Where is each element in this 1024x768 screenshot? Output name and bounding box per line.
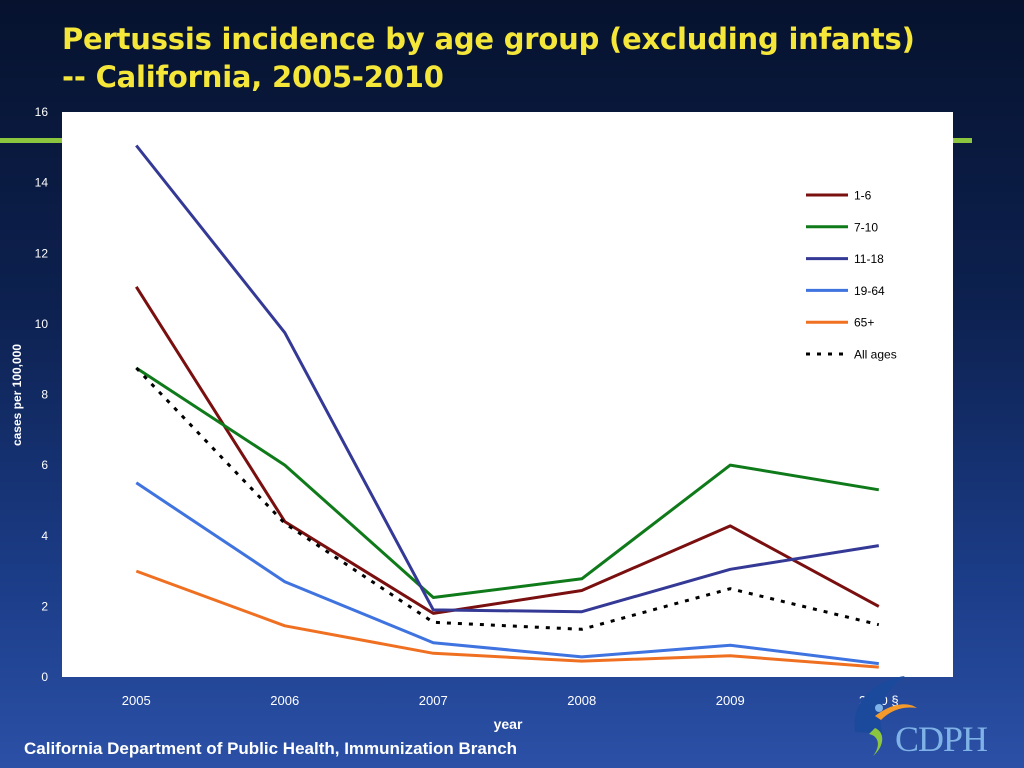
legend-label: 1-6 [854,189,872,203]
x-tick-label: 2005 [122,693,151,708]
legend: 1-6 7-10 11-18 19-64 65+ All ages [806,189,897,362]
slide-title: Pertussis incidence by age group (exclud… [62,20,915,96]
series-lines [135,144,880,669]
x-tick-label: 2007 [419,693,448,708]
legend-label: All ages [854,348,897,362]
legend-label: 7-10 [854,220,878,234]
legend-label: 65+ [854,316,874,330]
x-axis-label: year [494,716,523,732]
logo-mark-green [869,728,883,756]
series-line-1-6 [135,285,880,615]
y-tick-label: 6 [41,458,48,472]
series-line-11-18 [135,144,880,614]
x-tick-label: 2008 [567,693,596,708]
y-tick-label: 2 [41,599,48,613]
y-axis-label: cases per 100,000 [10,344,24,446]
x-tick-label: 2009 [716,693,745,708]
y-axis: 0 2 4 6 8 10 12 14 16 [35,105,49,684]
cdph-logo [854,676,917,756]
plot-area [62,112,953,677]
legend-label: 19-64 [854,284,885,298]
logo-swoosh-orange [875,704,917,720]
footer-text: California Department of Public Health, … [24,739,518,758]
slide-title-line1: Pertussis incidence by age group (exclud… [62,22,915,56]
logo-text: CDPH [895,719,988,759]
x-axis: 200520062007200820092010 § [122,693,899,708]
y-tick-label: 8 [41,388,48,402]
y-tick-label: 12 [35,246,49,260]
y-tick-label: 10 [35,317,49,331]
y-tick-label: 16 [35,105,49,119]
y-tick-label: 14 [35,176,49,190]
x-tick-label: 2006 [270,693,299,708]
legend-label: 11-18 [854,252,884,266]
series-line-7-10 [135,366,880,599]
series-line-all-ages [135,366,880,631]
series-line-19-64 [135,481,879,666]
y-tick-label: 4 [41,529,48,543]
series-line-65- [135,569,879,669]
logo-dot [875,704,883,712]
slide-title-line2: -- California, 2005-2010 [62,60,444,94]
y-tick-label: 0 [41,670,48,684]
